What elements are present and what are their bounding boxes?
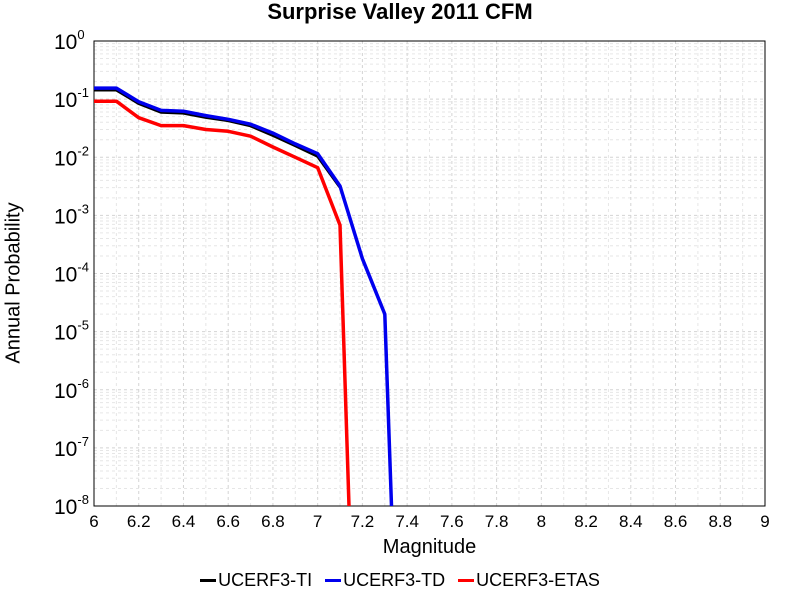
legend-label-td: UCERF3-TD <box>343 570 446 590</box>
legend: UCERF3-TI UCERF3-TD UCERF3-ETAS <box>0 570 800 591</box>
legend-swatch-td <box>325 578 342 582</box>
x-tick-label: 8.6 <box>664 512 688 531</box>
x-tick-label: 6.8 <box>261 512 285 531</box>
x-tick-label: 8 <box>537 512 546 531</box>
y-tick-label: 10-1 <box>54 85 89 112</box>
x-tick-label: 7 <box>313 512 322 531</box>
y-tick-label: 10-4 <box>54 260 89 287</box>
series-line-2 <box>94 99 351 507</box>
legend-item-ti: UCERF3-TI <box>200 570 312 591</box>
legend-item-etas: UCERF3-ETAS <box>458 570 600 591</box>
y-tick-label: 10-6 <box>54 376 89 403</box>
x-tick-label: 6.2 <box>127 512 151 531</box>
y-tick-label: 10-5 <box>54 318 89 345</box>
x-axis-label: Magnitude <box>382 536 477 558</box>
y-tick-label: 10-7 <box>54 434 89 461</box>
x-tick-label: 7.2 <box>351 512 375 531</box>
grid <box>93 41 766 507</box>
legend-swatch-etas <box>458 578 475 582</box>
legend-label-etas: UCERF3-ETAS <box>476 570 600 590</box>
series-line-1 <box>94 86 394 507</box>
y-tick-labels: 100 10-1 10-2 10-3 10-4 10-5 10-6 10-7 10-8 <box>54 27 89 519</box>
x-tick-labels: 6 6.2 6.4 6.6 6.8 7 7.2 7.4 7.6 7.8 8 8.2 8.4 8.6 8.8 9 <box>89 512 769 531</box>
chart-title: Surprise Valley 2011 CFM <box>267 0 533 24</box>
y-tick-label: 10-3 <box>54 201 89 228</box>
legend-label-ti: UCERF3-TI <box>218 570 313 590</box>
y-axis-label: Annual Probability <box>2 202 25 364</box>
x-tick-label: 9 <box>760 512 769 531</box>
x-tick-label: 7.6 <box>440 512 464 531</box>
x-tick-label: 8.2 <box>574 512 598 531</box>
legend-swatch-ti <box>200 578 217 582</box>
y-tick-label: 10-2 <box>54 143 89 170</box>
x-tick-label: 8.4 <box>619 512 643 531</box>
legend-item-td: UCERF3-TD <box>325 570 445 591</box>
plot-area-frame <box>93 40 766 507</box>
x-tick-label: 6.6 <box>216 512 240 531</box>
x-tick-label: 8.8 <box>708 512 732 531</box>
x-tick-label: 7.4 <box>395 512 419 531</box>
x-tick-label: 6 <box>89 512 98 531</box>
y-tick-label: 10-8 <box>54 492 89 519</box>
x-tick-label: 7.8 <box>485 512 509 531</box>
y-tick-label: 100 <box>54 27 85 54</box>
series-lines <box>94 86 394 507</box>
x-tick-label: 6.4 <box>172 512 196 531</box>
